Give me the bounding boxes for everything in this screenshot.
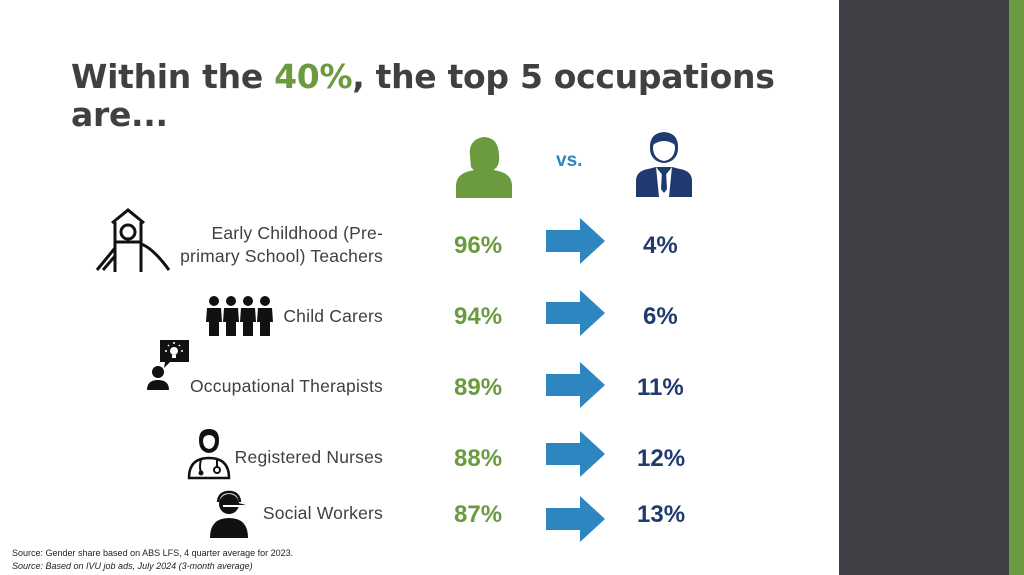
page-title: Within the 40%, the top 5 occupations ar… <box>71 57 775 134</box>
source-note: Source: Based on IVU job ads, July 2024 … <box>12 561 253 571</box>
female-share: 96% <box>454 232 503 259</box>
sidebar-dark-panel <box>839 0 1009 575</box>
female-share: 88% <box>454 445 503 472</box>
person-with-headset-icon <box>210 490 248 538</box>
occupation-label: Occupational Therapists <box>190 376 383 396</box>
playground-slide-icon <box>95 208 171 272</box>
title-highlight: 40% <box>274 57 353 96</box>
male-share: 6% <box>643 303 678 330</box>
woman-icon <box>456 137 512 198</box>
male-share: 12% <box>637 445 686 472</box>
occupation-label: Registered Nurses <box>234 447 383 467</box>
sidebar-green-stripe <box>1009 0 1024 575</box>
nurse-icon <box>187 429 231 480</box>
female-share: 89% <box>454 374 503 401</box>
female-share: 87% <box>454 501 503 528</box>
vs-label: vs. <box>556 150 583 171</box>
arrow-right-icon <box>546 362 605 408</box>
male-share: 13% <box>637 501 686 528</box>
arrow-right-icon <box>546 290 605 336</box>
occupation-label: Child Carers <box>283 306 383 326</box>
male-share: 11% <box>637 374 684 401</box>
arrow-right-icon <box>546 496 605 542</box>
person-with-idea-icon <box>147 340 189 390</box>
occupation-label: Social Workers <box>262 503 383 523</box>
arrow-right-icon <box>546 431 605 477</box>
female-share: 94% <box>454 303 503 330</box>
occupation-label: Early Childhood (Pre- primary School) Te… <box>180 223 383 266</box>
arrow-right-icon <box>546 218 605 264</box>
businessman-icon <box>636 132 692 197</box>
male-share: 4% <box>643 232 678 259</box>
source-note: Source: Gender share based on ABS LFS, 4… <box>12 548 294 558</box>
group-of-people-icon <box>206 296 273 336</box>
